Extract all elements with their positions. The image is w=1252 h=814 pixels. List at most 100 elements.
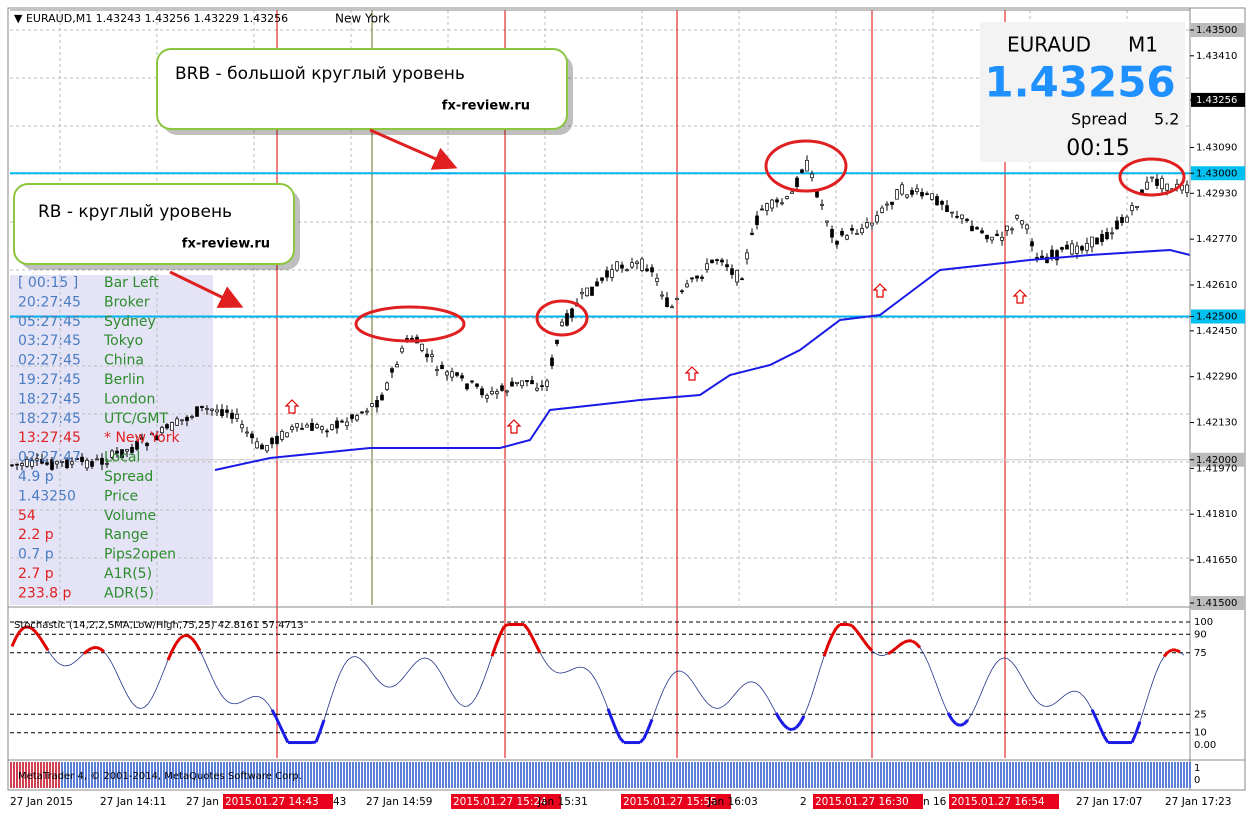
candle-body bbox=[625, 269, 629, 272]
volume-bar bbox=[1039, 762, 1041, 788]
stoch-line bbox=[571, 667, 577, 670]
candle-body bbox=[1045, 256, 1049, 264]
stoch-line bbox=[522, 623, 530, 631]
volume-bar bbox=[640, 762, 642, 788]
stoch-line bbox=[778, 718, 786, 727]
time-label: n 16 bbox=[923, 796, 947, 808]
stoch-line bbox=[27, 625, 33, 630]
price-label: 1.42770 bbox=[1196, 234, 1237, 245]
stoch-line bbox=[331, 683, 337, 696]
stoch-label: 90 bbox=[1194, 629, 1207, 640]
volume-bar bbox=[1168, 762, 1170, 788]
stoch-line bbox=[671, 671, 677, 676]
stoch-line bbox=[1003, 657, 1009, 660]
volume-bar bbox=[898, 762, 900, 788]
candle-body bbox=[20, 463, 24, 467]
volume-bar bbox=[481, 762, 483, 788]
price-label: 1.43000 bbox=[1196, 168, 1237, 179]
volume-bar bbox=[589, 762, 591, 788]
stoch-line bbox=[207, 668, 213, 678]
volume-bar bbox=[511, 762, 513, 788]
time-label: 2015.01.27 16:54 bbox=[951, 796, 1045, 808]
stoch-line bbox=[914, 642, 922, 649]
stoch-line bbox=[235, 702, 241, 705]
info-value: [ 00:15 ] bbox=[18, 275, 78, 291]
stoch-line bbox=[123, 688, 129, 697]
stoch-line bbox=[991, 662, 997, 670]
volume-bar bbox=[643, 762, 645, 788]
copyright: MetaTrader 4, © 2001-2014, MetaQuotes So… bbox=[18, 771, 302, 782]
volume-bar bbox=[1042, 762, 1044, 788]
volume-bar bbox=[928, 762, 930, 788]
candle-body bbox=[620, 264, 624, 269]
volume-bar bbox=[802, 762, 804, 788]
candle-body bbox=[805, 159, 809, 172]
volume-bar bbox=[436, 762, 438, 788]
volume-bar bbox=[1156, 762, 1158, 788]
volume-bar bbox=[664, 762, 666, 788]
candle-body bbox=[650, 267, 654, 273]
volume-bar bbox=[793, 762, 795, 788]
quote-box bbox=[980, 22, 1185, 162]
volume-bar bbox=[670, 762, 672, 788]
volume-bar bbox=[964, 762, 966, 788]
time-label: 27 Jan 14:59 bbox=[366, 796, 432, 808]
volume-bar bbox=[655, 762, 657, 788]
stoch-line bbox=[923, 654, 929, 663]
stoch-line bbox=[490, 644, 498, 657]
volume-bar bbox=[649, 762, 651, 788]
info-label: Local bbox=[104, 450, 140, 466]
volume-bar bbox=[688, 762, 690, 788]
info-label: UTC/GMT bbox=[104, 411, 168, 427]
volume-bar bbox=[337, 762, 339, 788]
stoch-line bbox=[983, 677, 989, 687]
candle-body bbox=[190, 416, 194, 418]
stoch-label: 10 bbox=[1194, 728, 1207, 739]
price-label: 1.43500 bbox=[1196, 25, 1237, 36]
candle-body bbox=[305, 424, 309, 428]
volume-bar bbox=[610, 762, 612, 788]
volume-bar bbox=[352, 762, 354, 788]
stoch-line bbox=[1051, 702, 1057, 706]
signal-arrow bbox=[506, 419, 522, 434]
stoch-line bbox=[847, 623, 853, 628]
volume-bar bbox=[427, 762, 429, 788]
candle-body bbox=[985, 234, 989, 240]
volume-bar bbox=[562, 762, 564, 788]
candle-body bbox=[180, 419, 184, 422]
stoch-line bbox=[155, 680, 161, 690]
candle-body bbox=[345, 421, 349, 427]
stoch-line bbox=[927, 662, 933, 673]
stoch-line bbox=[687, 675, 693, 682]
stoch-line bbox=[23, 625, 29, 630]
volume-bar bbox=[1027, 762, 1029, 788]
candle-body bbox=[1115, 220, 1119, 230]
stoch-line bbox=[755, 682, 761, 687]
candle-body bbox=[700, 276, 704, 279]
volume-bar bbox=[604, 762, 606, 788]
candle-body bbox=[60, 461, 64, 463]
stoch-line bbox=[950, 718, 958, 725]
stoch-line bbox=[227, 701, 233, 705]
volume-bar bbox=[376, 762, 378, 788]
candle-body bbox=[530, 380, 534, 385]
callout-site: fx-review.ru bbox=[182, 237, 270, 252]
volume-bar bbox=[799, 762, 801, 788]
time-marker bbox=[223, 794, 333, 809]
candle-body bbox=[510, 381, 514, 387]
volume-bar bbox=[181, 762, 183, 788]
candle-body bbox=[135, 440, 139, 450]
candle-body bbox=[445, 371, 449, 376]
volume-bar bbox=[934, 762, 936, 788]
candle-body bbox=[945, 205, 949, 212]
volume-bar bbox=[592, 762, 594, 788]
stoch-line bbox=[1151, 672, 1157, 685]
volume-bar bbox=[697, 762, 699, 788]
volume-bar bbox=[70, 762, 72, 788]
volume-bar bbox=[1129, 762, 1131, 788]
volume-bar bbox=[94, 762, 96, 788]
volume-bar bbox=[415, 762, 417, 788]
volume-bar bbox=[706, 762, 708, 788]
stoch-line bbox=[267, 703, 273, 711]
volume-bar bbox=[949, 762, 951, 788]
